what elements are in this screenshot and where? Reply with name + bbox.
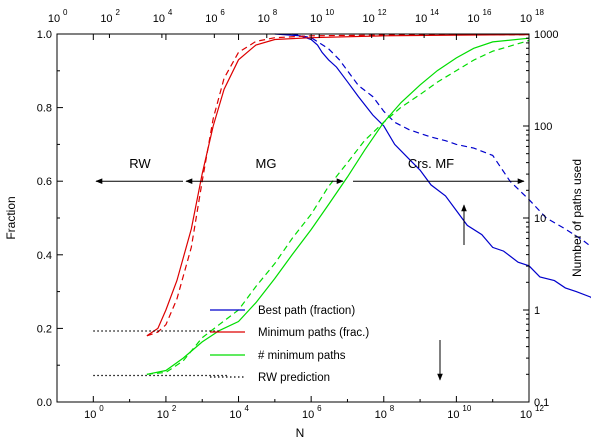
y-left-tick-label: 0.2: [37, 323, 52, 335]
x-tick-label-exponent: 8: [390, 404, 395, 413]
series-line: [146, 37, 530, 375]
x-tick-label: 10: [84, 409, 96, 421]
x-top-tick-label: 10: [363, 13, 375, 25]
x-top-tick-label-exponent: 2: [115, 8, 120, 17]
x-top-tick-label-exponent: 14: [430, 8, 439, 17]
x-axis-label: N: [296, 426, 305, 438]
x-tick-label: 10: [375, 409, 387, 421]
legend-label: # minimum paths: [258, 350, 346, 362]
x-top-tick-label-exponent: 0: [63, 8, 68, 17]
y-right-tick-label: 10: [534, 213, 546, 225]
x-top-tick-label: 10: [467, 13, 479, 25]
y-left-tick-label: 0.4: [37, 250, 52, 262]
annotation-label: RW: [129, 156, 151, 171]
tick-labels: 1001021041061081010101210010210410610810…: [37, 8, 559, 421]
x-top-tick-label: 10: [415, 13, 427, 25]
x-top-tick-label: 10: [100, 13, 112, 25]
x-top-tick-label-exponent: 12: [378, 8, 387, 17]
x-top-tick-label-exponent: 18: [535, 8, 544, 17]
annotations: RW MG Crs. MF: [95, 156, 525, 381]
y-left-axis-label: Fraction: [4, 196, 18, 239]
y-left-tick-label: 0.6: [37, 176, 52, 188]
plot-area: [93, 33, 591, 377]
x-tick-label: 10: [157, 409, 169, 421]
x-tick-label: 10: [447, 409, 459, 421]
series-line: [292, 33, 591, 248]
series-line: [146, 39, 530, 375]
x-top-tick-label: 10: [205, 13, 217, 25]
legend-label: Best path (fraction): [258, 305, 355, 317]
x-top-tick-label: 10: [258, 13, 270, 25]
y-left-tick-label: 0.0: [37, 397, 52, 409]
series-line: [146, 34, 530, 337]
y-right-tick-label: 1000: [534, 29, 558, 41]
y-right-tick-label: 1: [534, 305, 540, 317]
series-line: [146, 34, 530, 337]
x-tick-label: 10: [229, 409, 241, 421]
annotation-label: Crs. MF: [408, 156, 454, 171]
x-top-tick-label: 10: [310, 13, 322, 25]
x-top-tick-label: 10: [520, 13, 532, 25]
y-left-tick-label: 0.8: [37, 103, 52, 115]
x-tick-label: 10: [302, 409, 314, 421]
x-tick-label-exponent: 0: [99, 404, 104, 413]
axes: [56, 33, 530, 403]
x-tick-label-exponent: 6: [317, 404, 322, 413]
x-tick-label-exponent: 2: [172, 404, 177, 413]
x-top-tick-label: 10: [153, 13, 165, 25]
x-top-tick-label-exponent: 6: [220, 8, 225, 17]
legend: Best path (fraction) Minimum paths (frac.…: [210, 305, 369, 384]
y-right-tick-label: 100: [534, 121, 552, 133]
annotation-label: MG: [256, 156, 277, 171]
x-top-tick-label-exponent: 16: [483, 8, 492, 17]
y-right-tick-label: 0.1: [534, 397, 549, 409]
x-tick-label-exponent: 10: [462, 404, 471, 413]
y-left-tick-label: 1.0: [37, 29, 52, 41]
legend-label: RW prediction: [258, 372, 330, 384]
x-tick-label-exponent: 12: [535, 404, 544, 413]
x-top-tick-label-exponent: 10: [325, 8, 334, 17]
x-tick-label-exponent: 4: [245, 404, 250, 413]
series-line: [274, 33, 591, 299]
y-right-axis-label: Number of paths used: [570, 159, 584, 277]
x-top-tick-label-exponent: 8: [273, 8, 278, 17]
x-top-tick-label-exponent: 4: [168, 8, 173, 17]
legend-label: Minimum paths (frac.): [258, 327, 369, 339]
x-tick-label: 10: [520, 409, 532, 421]
x-top-tick-label: 10: [48, 13, 60, 25]
